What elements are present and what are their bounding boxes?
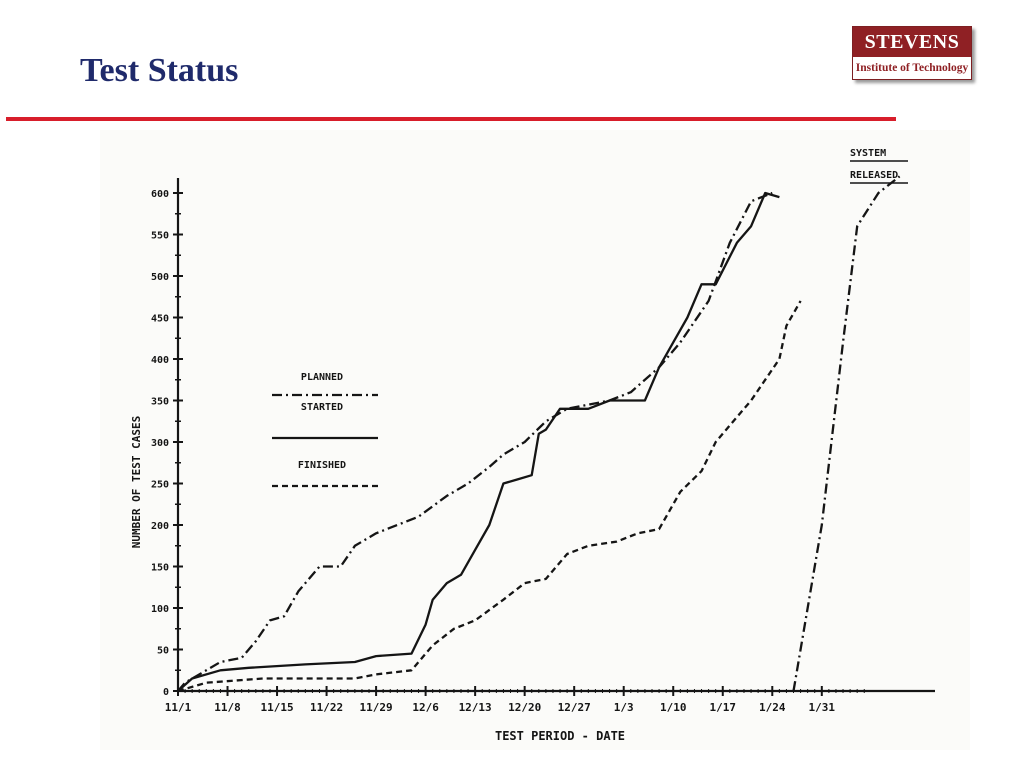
scanned-chart: 0 50 100 150 200 250 300 350 400 450 500 550 600 11/1… bbox=[100, 130, 970, 750]
stevens-logo: STEVENS Institute of Technology bbox=[852, 26, 972, 80]
y-tick-label: 500 bbox=[151, 272, 169, 283]
x-tick-label: 1/3 bbox=[614, 701, 634, 714]
series-planned-line bbox=[177, 191, 773, 692]
x-tick-label: 11/8 bbox=[214, 701, 241, 714]
x-axis-title: TEST PERIOD - DATE bbox=[495, 729, 625, 743]
legend-label: FINISHED bbox=[298, 460, 346, 471]
y-tick-label: 250 bbox=[151, 480, 169, 491]
y-tick-label: 100 bbox=[151, 604, 169, 615]
y-tick-label: 450 bbox=[151, 314, 169, 325]
y-tick-label: 550 bbox=[151, 231, 169, 242]
x-tick-label: 1/17 bbox=[710, 701, 737, 714]
series-system-released-line bbox=[792, 175, 901, 692]
x-tick-label: 12/27 bbox=[558, 701, 591, 714]
series-started-line bbox=[177, 191, 780, 692]
logo-name: STEVENS bbox=[853, 27, 971, 57]
y-tick-label: 200 bbox=[151, 521, 169, 532]
logo-tagline: Institute of Technology bbox=[855, 62, 969, 74]
y-tick-label: 400 bbox=[151, 355, 169, 366]
legend-label: PLANNED bbox=[301, 372, 343, 383]
legend-label: STARTED bbox=[301, 402, 343, 413]
legend-label-system-released: RELEASED bbox=[850, 170, 898, 181]
x-tick-label: 11/22 bbox=[310, 701, 343, 714]
series-finished-line bbox=[177, 300, 802, 693]
x-tick-label: 1/24 bbox=[759, 701, 786, 714]
test-status-chart: 0 50 100 150 200 250 300 350 400 450 500 550 600 11/1… bbox=[130, 148, 935, 743]
y-tick-label: 600 bbox=[151, 189, 169, 200]
x-tick-label: 1/31 bbox=[809, 701, 836, 714]
legend-label-system-released: SYSTEM bbox=[850, 148, 886, 159]
x-tick-label: 11/29 bbox=[360, 701, 393, 714]
x-tick-label: 11/15 bbox=[260, 701, 293, 714]
y-tick-label: 0 bbox=[163, 687, 169, 698]
title-rule bbox=[6, 117, 896, 121]
x-tick-label: 12/13 bbox=[459, 701, 492, 714]
y-tick-label: 300 bbox=[151, 438, 169, 449]
y-tick-label: 350 bbox=[151, 397, 169, 408]
y-axis-title: NUMBER OF TEST CASES bbox=[130, 416, 143, 548]
y-tick-label: 150 bbox=[151, 563, 169, 574]
y-tick-label: 50 bbox=[157, 646, 169, 657]
x-tick-label: 1/10 bbox=[660, 701, 687, 714]
x-tick-label: 12/20 bbox=[508, 701, 541, 714]
slide-title: Test Status bbox=[80, 52, 239, 89]
x-tick-label: 12/6 bbox=[412, 701, 439, 714]
x-tick-label: 11/1 bbox=[165, 701, 192, 714]
